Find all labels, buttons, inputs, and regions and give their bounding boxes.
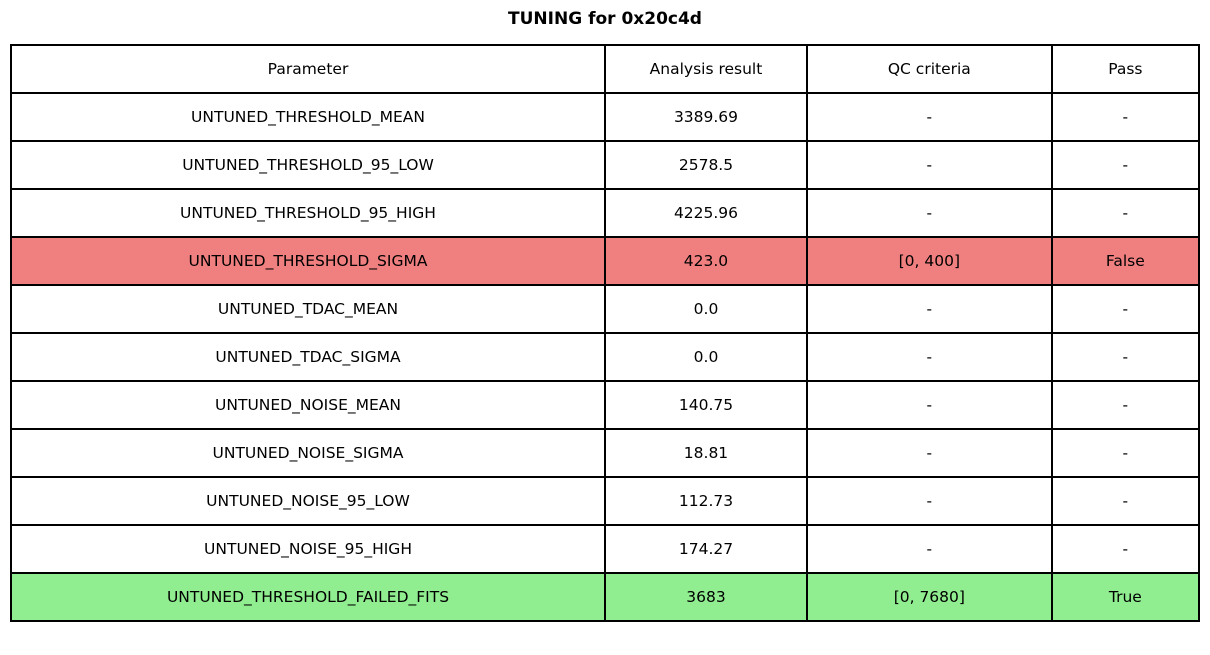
cell-pass: True [1050,572,1201,622]
cell-pass: - [1050,380,1201,430]
cell-pass: - [1050,524,1201,574]
figure-title: TUNING for 0x20c4d [508,9,702,29]
table-row: UNTUNED_THRESHOLD_FAILED_FITS 3683 [0, 768… [9,572,1201,622]
cell-parameter: UNTUNED_THRESHOLD_95_LOW [9,140,607,190]
cell-pass: - [1050,428,1201,478]
cell-qc-criteria: [0, 7680] [805,572,1053,622]
header-qc-criteria: QC criteria [805,44,1053,94]
cell-qc-criteria: - [805,140,1053,190]
cell-pass: - [1050,92,1201,142]
cell-parameter: UNTUNED_NOISE_SIGMA [9,428,607,478]
cell-analysis-result: 4225.96 [604,188,808,238]
cell-qc-criteria: [0, 400] [805,236,1053,286]
cell-parameter: UNTUNED_THRESHOLD_SIGMA [9,236,607,286]
table-row: UNTUNED_THRESHOLD_MEAN 3389.69- - [9,92,1201,142]
cell-qc-criteria: - [805,188,1053,238]
cell-pass: - [1050,284,1201,334]
cell-pass: - [1050,188,1201,238]
header-row: Parameter Analysis result QC criteria Pa… [9,44,1201,94]
table-row: UNTUNED_TDAC_MEAN 0.0- - [9,284,1201,334]
cell-parameter: UNTUNED_THRESHOLD_95_HIGH [9,188,607,238]
cell-qc-criteria: - [805,92,1053,142]
cell-analysis-result: 112.73 [604,476,808,526]
cell-pass: - [1050,140,1201,190]
header-analysis-result: Analysis result [604,44,808,94]
table-row: UNTUNED_TDAC_SIGMA 0.0- - [9,332,1201,382]
table-row: UNTUNED_THRESHOLD_95_HIGH 4225.96- - [9,188,1201,238]
cell-qc-criteria: - [805,332,1053,382]
cell-parameter: UNTUNED_THRESHOLD_FAILED_FITS [9,572,607,622]
cell-qc-criteria: - [805,284,1053,334]
cell-analysis-result: 18.81 [604,428,808,478]
cell-parameter: UNTUNED_TDAC_SIGMA [9,332,607,382]
table-row: UNTUNED_NOISE_95_HIGH 174.27- - [9,524,1201,574]
cell-qc-criteria: - [805,476,1053,526]
cell-parameter: UNTUNED_THRESHOLD_MEAN [9,92,607,142]
cell-analysis-result: 0.0 [604,332,808,382]
cell-analysis-result: 3683 [604,572,808,622]
table-row: UNTUNED_NOISE_SIGMA 18.81- - [9,428,1201,478]
cell-pass: - [1050,332,1201,382]
table-row: UNTUNED_THRESHOLD_95_LOW 2578.5- - [9,140,1201,190]
cell-parameter: UNTUNED_NOISE_MEAN [9,380,607,430]
cell-analysis-result: 140.75 [604,380,808,430]
table-row: UNTUNED_NOISE_MEAN 140.75- - [9,380,1201,430]
cell-parameter: UNTUNED_TDAC_MEAN [9,284,607,334]
cell-pass: False [1050,236,1201,286]
cell-analysis-result: 3389.69 [604,92,808,142]
cell-pass: - [1050,476,1201,526]
qc-results-table: Parameter Analysis result QC criteria Pa… [9,44,1201,622]
cell-parameter: UNTUNED_NOISE_95_LOW [9,476,607,526]
cell-qc-criteria: - [805,428,1053,478]
cell-qc-criteria: - [805,380,1053,430]
table-row: UNTUNED_THRESHOLD_SIGMA 423.0 [0, 400] Fals… [9,236,1201,286]
header-parameter: Parameter [9,44,607,94]
cell-analysis-result: 174.27 [604,524,808,574]
cell-parameter: UNTUNED_NOISE_95_HIGH [9,524,607,574]
cell-analysis-result: 423.0 [604,236,808,286]
header-pass: Pass [1050,44,1201,94]
cell-qc-criteria: - [805,524,1053,574]
table-row: UNTUNED_NOISE_95_LOW 112.73- - [9,476,1201,526]
cell-analysis-result: 2578.5 [604,140,808,190]
cell-analysis-result: 0.0 [604,284,808,334]
